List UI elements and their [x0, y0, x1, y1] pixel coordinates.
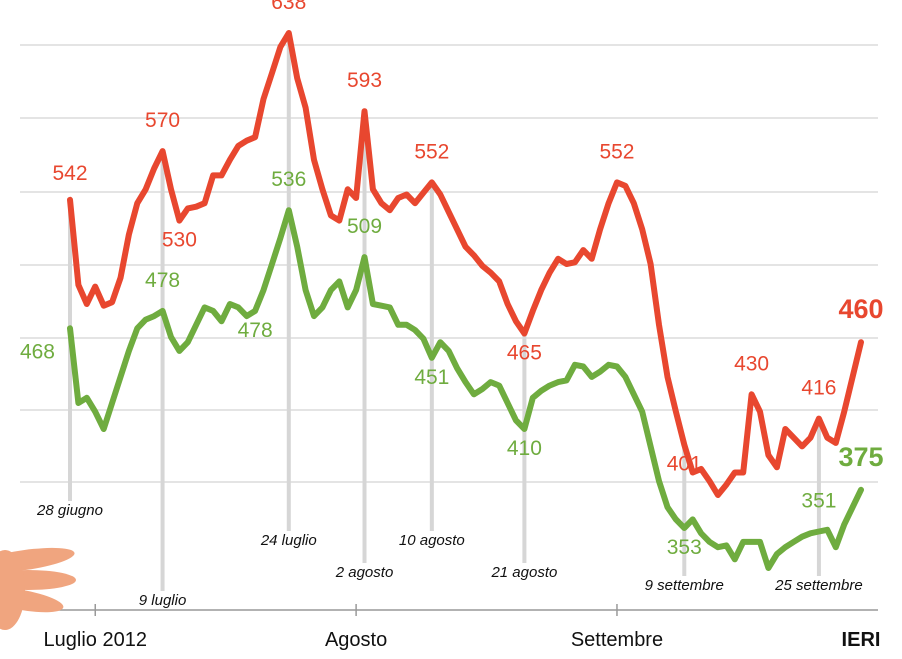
value-label: 530: [162, 229, 197, 252]
value-label: 552: [414, 140, 449, 163]
date-label: 9 luglio: [139, 592, 187, 609]
value-label: 460: [838, 294, 883, 324]
palm: [0, 550, 25, 630]
month-label: Luglio 2012: [44, 629, 147, 651]
value-label: 638: [271, 0, 306, 14]
value-label: 468: [20, 340, 55, 363]
value-label: 478: [145, 269, 180, 292]
date-label: 2 agosto: [335, 564, 394, 581]
month-label: Settembre: [571, 629, 663, 651]
value-label: 542: [52, 162, 87, 185]
value-label: 593: [347, 69, 382, 92]
value-label: 410: [507, 437, 542, 460]
month-label: IERI: [842, 629, 881, 651]
plot: 28 giugno 9 luglio 24 luglio 2 agosto 10 ago…: [20, 0, 884, 651]
date-label: 28 giugno: [36, 502, 103, 519]
month-label: Agosto: [325, 629, 387, 651]
date-label: 25 settembre: [774, 577, 863, 594]
value-label: 353: [667, 536, 702, 559]
value-label: 375: [838, 442, 883, 472]
series-line: [67, 30, 864, 498]
value-label: 509: [347, 215, 382, 238]
series-line: [67, 207, 864, 571]
date-label: 10 agosto: [399, 532, 465, 549]
value-label: 451: [414, 366, 449, 389]
value-label: 430: [734, 352, 769, 375]
value-label: 401: [667, 453, 702, 476]
value-label: 478: [238, 319, 273, 342]
hand: [0, 547, 76, 630]
date-label: 9 settembre: [645, 577, 724, 594]
value-label: 416: [801, 377, 836, 400]
value-label: 465: [507, 342, 542, 365]
value-label: 536: [271, 168, 306, 191]
date-label: 21 agosto: [490, 564, 557, 581]
value-label: 552: [599, 140, 634, 163]
value-label: 351: [801, 490, 836, 513]
value-label: 570: [145, 109, 180, 132]
date-label: 24 luglio: [260, 532, 317, 549]
